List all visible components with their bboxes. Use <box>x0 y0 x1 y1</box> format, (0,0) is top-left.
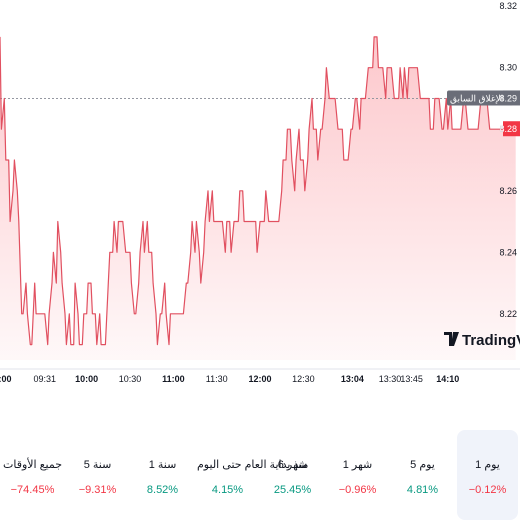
x-tick-label: 12:00 <box>248 374 271 384</box>
price-line <box>0 36 516 346</box>
x-axis: 09:00 09:31 10:00 10:30 11:00 11:30 12:00 12:30… <box>0 368 520 384</box>
previous-close-badge-bg <box>447 90 513 106</box>
period-tab[interactable]: 1 شهر −0.96% <box>327 430 388 520</box>
previous-close-value-bg <box>503 90 520 106</box>
y-tick-label: 8.22 <box>499 309 517 319</box>
x-tick-label: 10:30 <box>119 374 142 384</box>
period-label: منذ بداية العام حتى اليوم <box>197 459 309 471</box>
y-tick-label: 8.32 <box>499 1 517 11</box>
period-label: 1 شهر <box>342 459 373 471</box>
tradingview-logo: TradingView <box>444 332 520 349</box>
x-tick-label: 09:31 <box>34 374 57 384</box>
x-tick-label: 14:10 <box>436 374 459 384</box>
y-tick-label: 8.24 <box>499 247 517 257</box>
period-change-value: −0.12% <box>468 484 507 496</box>
period-change-value: −74.45% <box>10 484 55 496</box>
period-change-value: 4.81% <box>406 484 439 496</box>
period-selector: 1 يوم −0.12% 5 يوم 4.81% 1 شهر −0.96% 6 شهر 25.… <box>0 430 520 520</box>
x-tick-label: 11:30 <box>206 374 228 384</box>
price-area-fill <box>0 36 516 361</box>
period-label: جميع الأوقات <box>3 459 62 471</box>
period-label: 1 يوم <box>475 459 500 471</box>
price-chart[interactable]: 8.32 8.30 8.28 8.26 8.24 8.22 09:00 09:31 10:00… <box>0 0 520 400</box>
period-change-value: 8.52% <box>146 484 179 496</box>
x-tick-label: 09:00 <box>0 374 12 384</box>
previous-close-label: الإغلاق السابق <box>450 93 503 104</box>
period-label: 6 شهر <box>277 459 308 471</box>
tradingview-wordmark: TradingView <box>462 332 520 349</box>
period-change-value: 4.15% <box>211 484 244 496</box>
x-tick-label: 13:30 <box>379 374 402 384</box>
period-tab[interactable]: منذ بداية العام حتى اليوم 4.15% <box>197 430 309 520</box>
period-tab[interactable]: جميع الأوقات −74.45% <box>2 430 63 520</box>
period-tab[interactable]: 5 يوم 4.81% <box>392 430 453 520</box>
period-tab[interactable]: 6 شهر 25.45% <box>262 430 323 520</box>
x-tick-label: 13:04 <box>341 374 364 384</box>
period-tab[interactable]: 5 سنة −9.31% <box>67 430 128 520</box>
period-label: 1 سنة <box>148 459 177 471</box>
x-tick-label: 13:45 <box>400 374 423 384</box>
period-change-value: 25.45% <box>273 484 312 496</box>
x-tick-label: 10:00 <box>75 374 98 384</box>
period-change-value: −9.31% <box>78 484 117 496</box>
previous-close-value: 8.29 <box>499 93 517 103</box>
y-tick-label: 8.30 <box>499 63 517 73</box>
period-label: 5 يوم <box>410 459 435 471</box>
period-tab[interactable]: 1 يوم −0.12% <box>457 430 518 520</box>
period-label: 5 سنة <box>83 459 112 471</box>
last-price-badge <box>503 121 520 137</box>
period-tab[interactable]: 1 سنة 8.52% <box>132 430 193 520</box>
y-tick-label: 8.26 <box>499 186 517 196</box>
last-price-value: 8.28 <box>499 124 517 134</box>
x-tick-label: 11:00 <box>162 374 185 384</box>
period-change-value: −0.96% <box>338 484 377 496</box>
tradingview-logo-icon <box>444 332 459 346</box>
x-tick-label: 12:30 <box>292 374 315 384</box>
